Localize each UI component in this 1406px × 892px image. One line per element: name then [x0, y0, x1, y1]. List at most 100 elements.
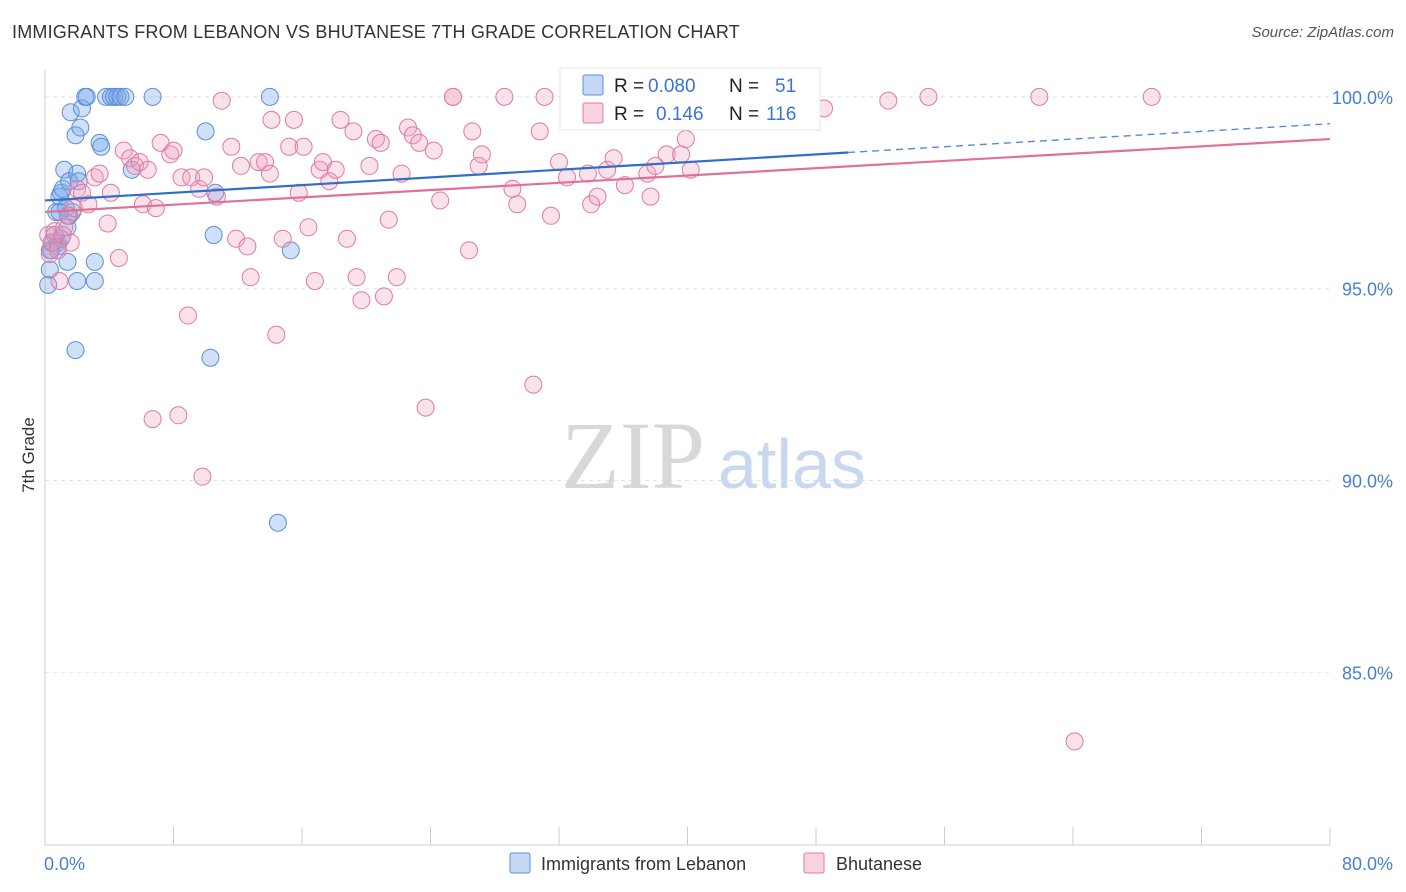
- data-point-lebanon: [53, 179, 72, 198]
- data-point-bhutanese: [641, 187, 660, 206]
- legend-n-label-bhutanese: N =: [729, 104, 759, 125]
- data-point-lebanon: [260, 87, 279, 106]
- y-tick-label: 85.0%: [1342, 663, 1393, 683]
- data-point-bhutanese: [172, 168, 191, 187]
- data-point-lebanon: [68, 272, 87, 291]
- data-point-lebanon: [61, 103, 80, 122]
- bottom-legend: Immigrants from Lebanon Bhutanese: [509, 852, 922, 874]
- data-point-lebanon: [111, 87, 130, 106]
- data-point-lebanon: [85, 252, 104, 271]
- gridlines: [45, 96, 1330, 673]
- data-point-lebanon: [85, 272, 104, 291]
- data-point-bhutanese: [212, 91, 231, 110]
- data-point-bhutanese: [919, 87, 938, 106]
- data-point-bhutanese: [190, 179, 209, 198]
- watermark: ZIP atlas: [561, 402, 866, 509]
- data-point-bhutanese: [374, 287, 393, 306]
- data-point-bhutanese: [1030, 87, 1049, 106]
- data-point-bhutanese: [337, 229, 356, 248]
- legend-r-label-bhutanese: R =: [614, 104, 644, 125]
- y-axis-title: 7th Grade: [19, 417, 38, 493]
- data-point-bhutanese: [193, 467, 212, 486]
- data-point-bhutanese: [164, 141, 183, 160]
- data-point-bhutanese: [61, 233, 80, 252]
- data-point-bhutanese: [598, 160, 617, 179]
- data-point-bhutanese: [472, 145, 491, 164]
- data-point-bhutanese: [50, 272, 69, 291]
- x-tick-labels: 0.0% 80.0%: [44, 854, 1393, 874]
- data-point-bhutanese: [256, 153, 275, 172]
- data-point-bhutanese: [195, 168, 214, 187]
- watermark-zip: ZIP: [561, 402, 705, 509]
- data-point-bhutanese: [550, 153, 568, 172]
- data-point-bhutanese: [416, 398, 435, 417]
- data-point-bhutanese: [371, 133, 390, 152]
- data-point-lebanon: [143, 87, 162, 106]
- data-point-bhutanese: [541, 206, 560, 225]
- bottom-legend-swatch-lebanon: [509, 852, 531, 874]
- data-point-bhutanese: [138, 160, 157, 179]
- data-point-bhutanese: [460, 241, 479, 260]
- bottom-legend-label-bhutanese: Bhutanese: [836, 854, 922, 874]
- data-point-bhutanese: [320, 172, 339, 191]
- data-point-bhutanese: [503, 179, 522, 198]
- data-point-bhutanese: [294, 137, 313, 156]
- data-point-bhutanese: [615, 176, 634, 195]
- data-point-bhutanese: [530, 122, 549, 141]
- data-point-bhutanese: [207, 187, 226, 206]
- data-point-bhutanese: [109, 248, 128, 267]
- data-point-lebanon: [116, 87, 135, 106]
- bottom-legend-swatch-bhutanese: [803, 852, 825, 874]
- legend-r-value-lebanon: 0.080: [648, 76, 696, 97]
- data-point-bhutanese: [326, 160, 345, 179]
- data-point-bhutanese: [178, 306, 197, 325]
- trend-lines: [44, 123, 1331, 214]
- data-point-lebanon: [71, 118, 90, 137]
- data-point-bhutanese: [1065, 732, 1084, 751]
- data-point-bhutanese: [260, 164, 279, 183]
- bottom-legend-label-lebanon: Immigrants from Lebanon: [541, 854, 746, 874]
- data-point-bhutanese: [403, 126, 422, 145]
- data-point-lebanon: [201, 348, 220, 367]
- data-point-lebanon: [40, 260, 59, 279]
- data-point-lebanon: [268, 513, 287, 532]
- data-point-bhutanese: [90, 164, 109, 183]
- data-point-bhutanese: [508, 195, 527, 214]
- data-point-bhutanese: [410, 133, 429, 152]
- legend-n-value-lebanon: 51: [775, 76, 796, 97]
- trend-line-lebanon: [44, 151, 849, 202]
- data-point-bhutanese: [305, 272, 324, 291]
- chart-title: IMMIGRANTS FROM LEBANON VS BHUTANESE 7TH…: [12, 22, 740, 42]
- legend-n-label-lebanon: N =: [729, 76, 759, 97]
- y-tick-label: 100.0%: [1332, 88, 1393, 108]
- chart-source: Source: ZipAtlas.com: [1251, 24, 1394, 41]
- data-point-bhutanese: [238, 237, 257, 256]
- data-point-lebanon: [204, 225, 223, 244]
- data-point-bhutanese: [431, 191, 450, 210]
- data-point-bhutanese: [524, 375, 543, 394]
- y-tick-label: 90.0%: [1342, 472, 1393, 492]
- data-point-bhutanese: [347, 268, 366, 287]
- data-point-bhutanese: [582, 195, 601, 214]
- data-point-bhutanese: [535, 87, 554, 106]
- data-point-bhutanese: [360, 156, 379, 175]
- legend-swatch-bhutanese: [582, 102, 604, 124]
- data-point-bhutanese: [143, 410, 162, 429]
- data-point-bhutanese: [273, 229, 292, 248]
- data-point-lebanon: [66, 341, 85, 360]
- data-point-bhutanese: [604, 149, 623, 168]
- data-point-lebanon: [92, 137, 111, 156]
- data-point-bhutanese: [588, 187, 607, 206]
- data-point-bhutanese: [387, 268, 406, 287]
- data-point-bhutanese: [379, 210, 398, 229]
- data-point-lebanon: [39, 275, 58, 294]
- data-point-bhutanese: [231, 156, 250, 175]
- data-point-bhutanese: [169, 406, 188, 425]
- data-point-lebanon: [196, 122, 215, 141]
- y-tick-label: 95.0%: [1342, 280, 1393, 300]
- data-point-bhutanese: [344, 122, 363, 141]
- legend-swatch-lebanon: [582, 74, 604, 96]
- data-point-bhutanese: [55, 218, 74, 237]
- data-point-bhutanese: [331, 110, 350, 129]
